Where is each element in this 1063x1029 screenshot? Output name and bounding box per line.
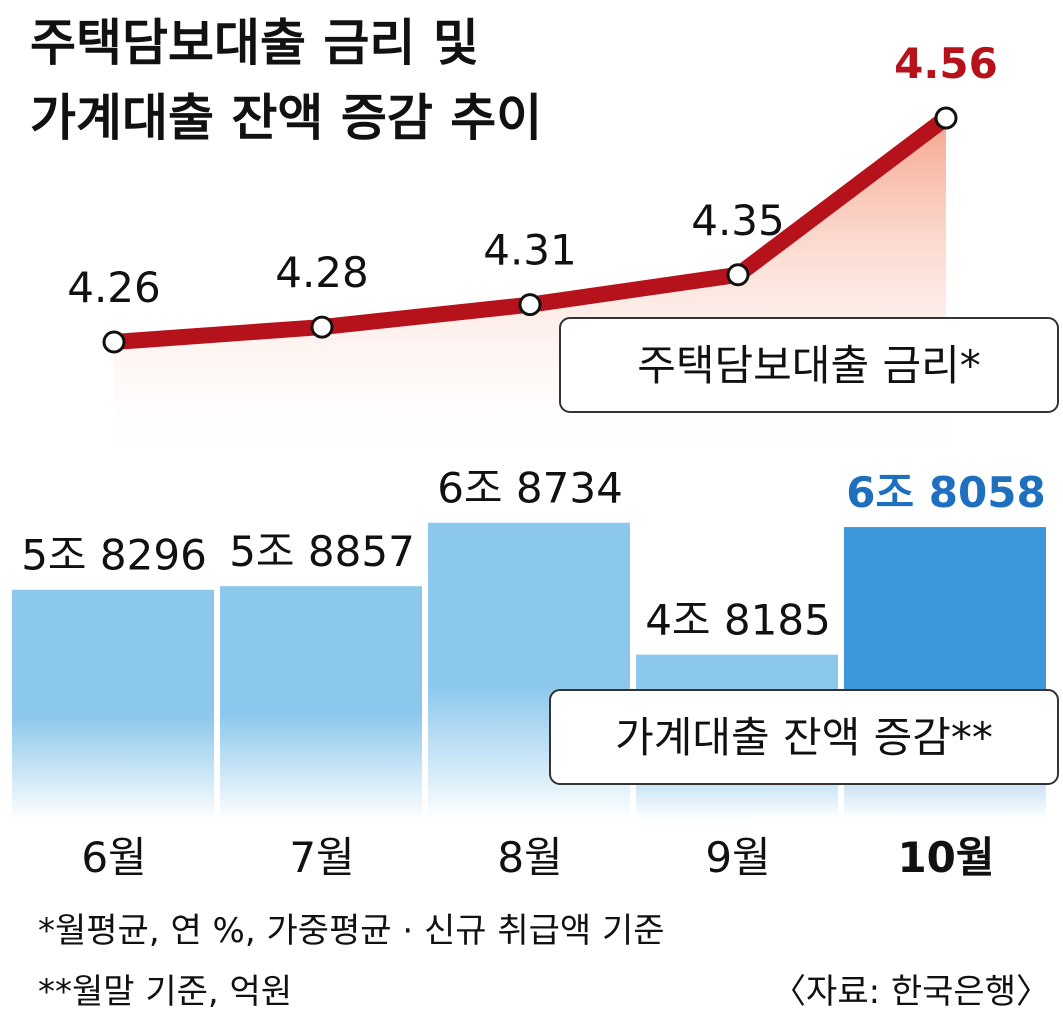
bar-value-label: 5조 8296: [21, 531, 207, 580]
line-value-label: 4.26: [67, 263, 161, 312]
x-tick-label: 9월: [705, 833, 770, 882]
note: *월평균, 연 %, 가중평균 · 신규 취급액 기준: [38, 911, 665, 951]
legend-label: 가계대출 잔액 증감**: [615, 713, 993, 762]
line-point: [102, 330, 126, 354]
x-tick-label: 8월: [497, 833, 562, 882]
bar-value-label: 5조 8857: [229, 527, 415, 576]
chart-title: 주택담보대출 금리 및: [30, 14, 479, 72]
bar: [12, 589, 214, 820]
line-point: [726, 263, 750, 287]
legend-box: [549, 689, 1059, 785]
line-value-label: 4.35: [691, 196, 785, 245]
line-point: [310, 315, 334, 339]
x-tick-label: 10월: [897, 833, 994, 882]
chart-title: 가계대출 잔액 증감 추이: [30, 89, 542, 147]
bar-value-label: 6조 8734: [437, 464, 623, 513]
source: 〈자료: 한국은행〉: [772, 972, 1050, 1012]
plot: 5조 8296 5조 8857 6조 8734 4조 8185 6조 8058 4.26 4…: [12, 39, 1059, 882]
line-point: [518, 293, 542, 317]
x-tick-label: 7월: [289, 833, 354, 882]
bar-value-label: 4조 8185: [645, 596, 831, 645]
bar: [220, 586, 422, 820]
x-tick-label: 6월: [81, 833, 146, 882]
line-value-label: 4.56: [894, 39, 998, 88]
bar-value-label: 6조 8058: [846, 468, 1045, 517]
line-point: [934, 106, 958, 130]
line-value-label: 4.28: [275, 248, 369, 297]
legend-box: [559, 317, 1059, 413]
note: **월말 기준, 억원: [38, 972, 292, 1012]
line-value-label: 4.31: [483, 226, 577, 275]
legend-label: 주택담보대출 금리*: [637, 341, 980, 390]
